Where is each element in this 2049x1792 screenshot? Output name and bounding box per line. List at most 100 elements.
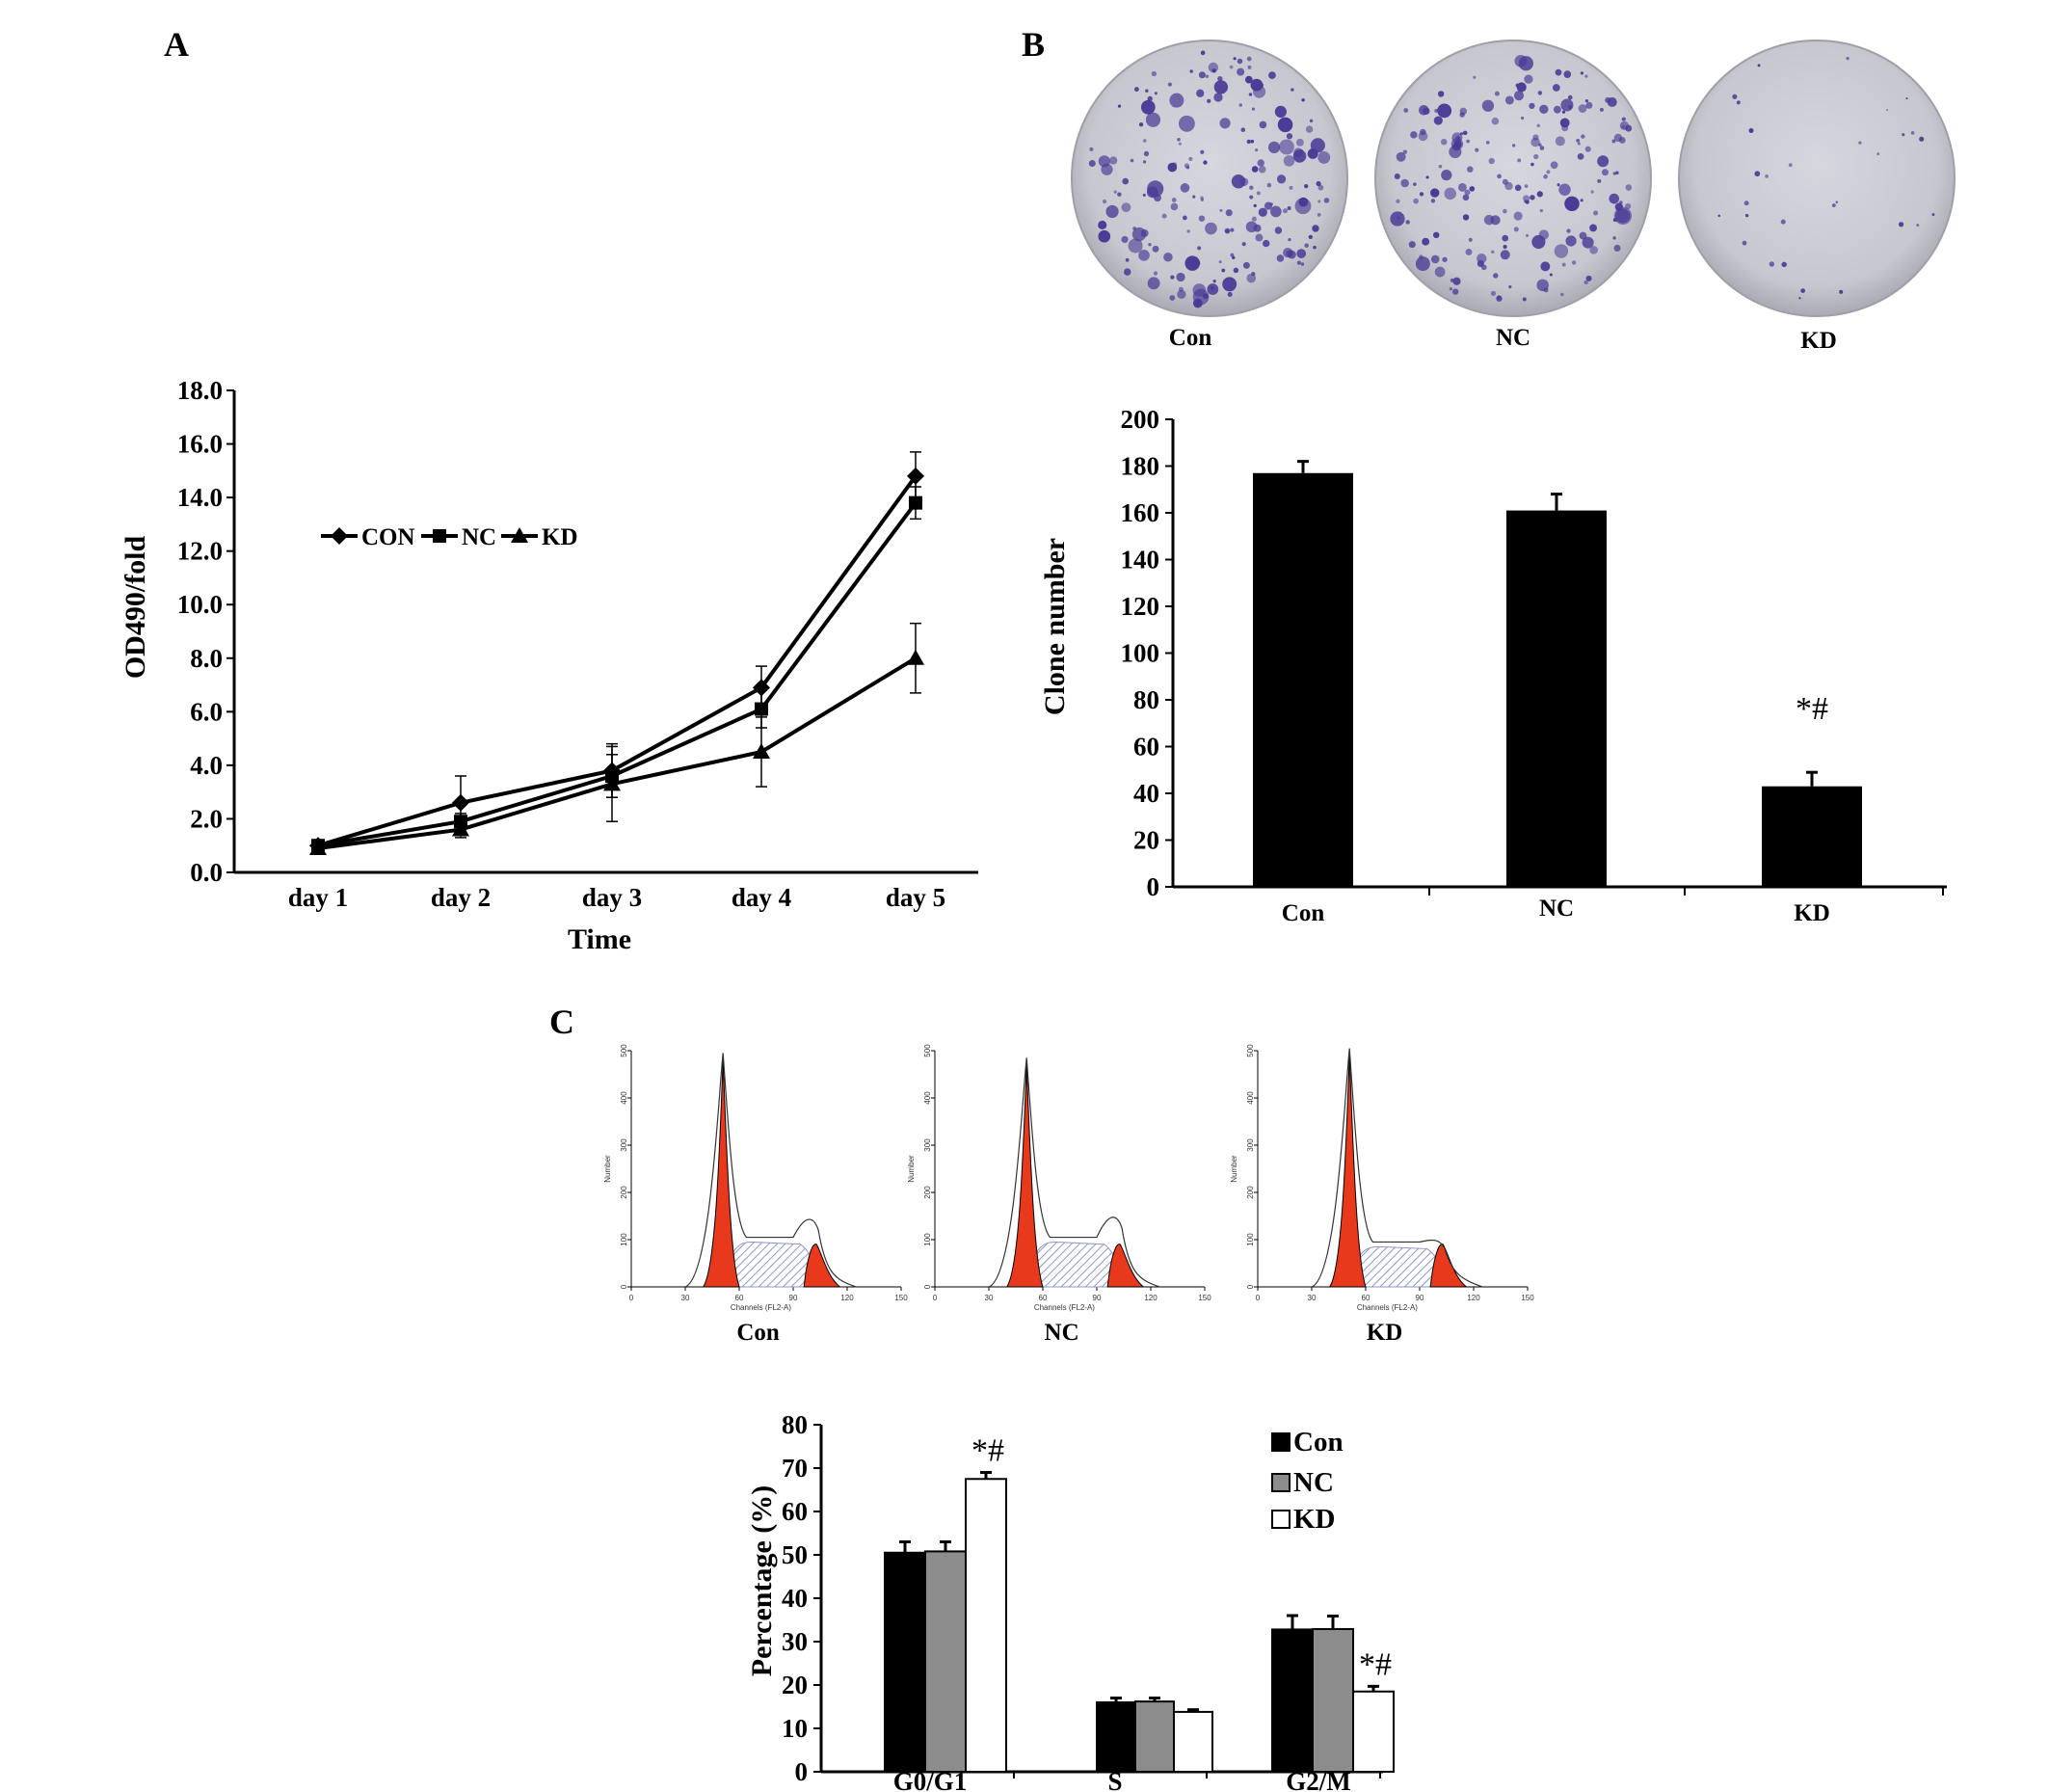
colony	[1717, 214, 1721, 218]
colony	[1543, 174, 1548, 179]
colony	[1467, 166, 1474, 173]
colony	[1609, 193, 1620, 204]
colony	[1524, 74, 1533, 84]
colony	[1138, 250, 1150, 261]
colony	[1466, 139, 1470, 144]
y-tick-label: 12.0	[177, 537, 223, 566]
group-g2-m: G2/M	[1271, 1614, 1395, 1792]
colony	[1469, 186, 1476, 192]
diamond-marker	[907, 467, 924, 485]
colony	[1323, 198, 1330, 203]
colony	[1494, 91, 1500, 96]
colony	[1517, 158, 1522, 163]
histogram-y-tick-label: 100	[1246, 1233, 1255, 1246]
colony	[1312, 225, 1319, 232]
g1-peak	[1328, 1055, 1367, 1288]
x-tick-label: day 5	[886, 883, 945, 912]
colony	[1571, 260, 1577, 265]
histogram-y-tick-label: 300	[923, 1138, 932, 1152]
colony	[1233, 57, 1237, 61]
colony	[1490, 290, 1497, 296]
bar-chart-cell-cycle: 0 10 20 30 40 50 60 70 80 G0/G1 S G2/M *# *# Con NC KD…	[746, 1410, 1395, 1792]
y-tick-label: 200	[1121, 405, 1160, 434]
histogram-x-tick-label: 30	[985, 1294, 994, 1302]
colony	[1580, 199, 1583, 202]
colony	[1287, 205, 1291, 210]
colony	[1198, 71, 1206, 79]
colony	[1237, 67, 1245, 76]
colony	[1203, 160, 1208, 165]
colony	[1246, 56, 1252, 62]
colony	[1117, 192, 1122, 197]
histogram-y-tick-label: 0	[620, 1284, 628, 1289]
colony	[1536, 123, 1540, 128]
y-tick-label: 50	[782, 1540, 808, 1569]
g2-peak	[1429, 1244, 1469, 1288]
colony	[1256, 191, 1261, 196]
colony	[1304, 184, 1309, 189]
histogram-y-tick-label: 500	[1246, 1044, 1255, 1057]
colony	[1433, 116, 1443, 125]
colony	[1151, 70, 1158, 77]
cell-cycle-y-ticks: 0 10 20 30 40 50 60 70 80	[782, 1410, 821, 1786]
colony	[1455, 135, 1461, 142]
colony	[1552, 84, 1560, 92]
colony	[1219, 118, 1231, 129]
colony	[1288, 237, 1291, 242]
histogram-y-tick-label: 300	[620, 1138, 628, 1152]
colony	[1612, 172, 1616, 175]
colony	[1413, 182, 1417, 186]
colony	[1133, 87, 1139, 93]
colony-plates: Con NC KD	[1071, 40, 1956, 354]
colony	[1523, 195, 1530, 202]
colony	[1577, 152, 1584, 160]
colony	[1177, 138, 1181, 142]
colony	[1931, 213, 1935, 217]
colony	[1221, 268, 1226, 273]
histogram-label: Con	[736, 1320, 780, 1346]
y-tick-label: 40	[1133, 779, 1159, 808]
histogram-y-tick-label: 0	[1246, 1284, 1255, 1289]
histogram-y-tick-label: 200	[1246, 1186, 1255, 1199]
colony	[1298, 197, 1309, 207]
colony	[1128, 238, 1143, 254]
colony	[1561, 124, 1569, 132]
colony	[1109, 156, 1118, 165]
colony	[1225, 209, 1233, 217]
colony	[1488, 157, 1495, 165]
colony	[1242, 261, 1250, 269]
bar	[1253, 472, 1353, 887]
line-chart-x-axis-label: Time	[568, 923, 631, 955]
colony	[1138, 122, 1144, 127]
colony	[1249, 195, 1254, 200]
colony	[1254, 147, 1259, 152]
colony	[1257, 159, 1264, 167]
colony	[1200, 198, 1204, 201]
histogram-y-tick-label: 500	[923, 1044, 932, 1057]
triangle-marker	[753, 743, 770, 759]
group-g0-g1: G0/G1	[884, 1471, 1007, 1792]
colony	[1539, 208, 1543, 213]
colony	[1613, 133, 1623, 143]
colony	[1264, 201, 1273, 210]
line-chart-x-ticks: day 1 day 2 day 3 day 4 day 5	[288, 883, 945, 912]
y-tick-label: 60	[782, 1497, 808, 1526]
plate-con: Con	[1071, 40, 1348, 351]
colony	[1213, 80, 1229, 94]
colony	[1192, 283, 1207, 297]
y-tick-label: 100	[1121, 639, 1160, 668]
histogram-envelope	[684, 1053, 901, 1288]
colony	[1258, 165, 1266, 174]
colony	[1161, 213, 1167, 219]
colony	[1583, 280, 1588, 285]
colony	[1549, 273, 1553, 277]
colony	[1539, 104, 1549, 114]
colony	[1919, 136, 1925, 142]
colony	[1481, 99, 1495, 112]
colony	[1566, 228, 1571, 233]
colony	[1500, 250, 1510, 260]
colony	[1123, 268, 1131, 276]
y-tick-label: 140	[1121, 546, 1160, 575]
